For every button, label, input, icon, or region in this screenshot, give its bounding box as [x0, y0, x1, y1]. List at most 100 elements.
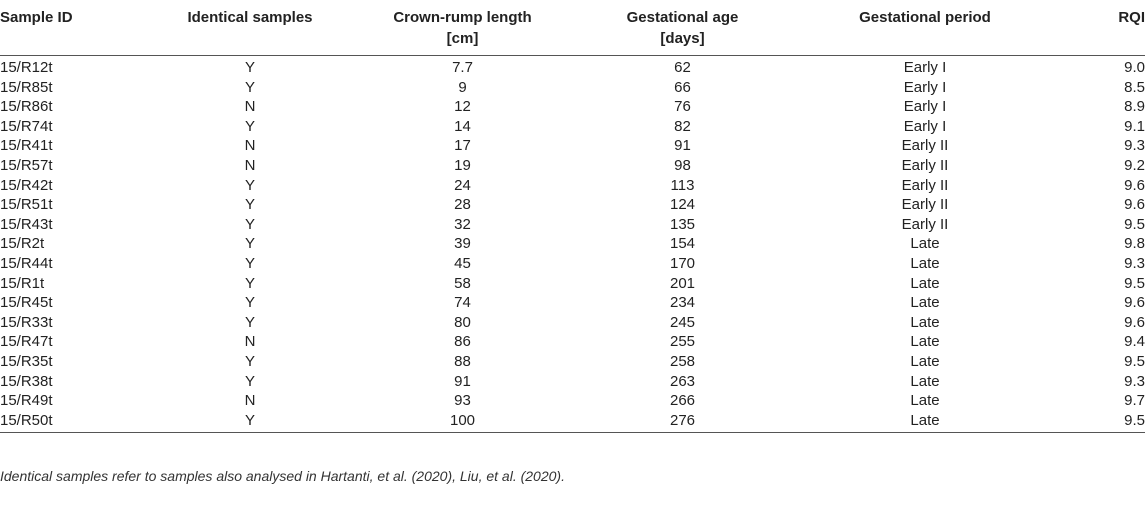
- cell-rqi: 9.5: [1060, 410, 1145, 434]
- cell-rqi: 8.9: [1124, 98, 1145, 116]
- cell-rqi: 9.6: [1124, 313, 1145, 331]
- cell-gestational-period: Late: [910, 235, 940, 253]
- header-rqi: RQI: [1060, 0, 1145, 56]
- cell-crown-rump-length: 86: [454, 333, 471, 351]
- cell-gestational-period: Late: [910, 352, 940, 370]
- cell-gestational-age: 170: [669, 254, 696, 272]
- cell-identical-samples: Y: [244, 117, 255, 135]
- cell-rqi: 9.2: [1124, 156, 1145, 174]
- table-row: 15/R57t N 19 98 Early II 9.2: [0, 156, 1145, 176]
- cell-gestational-age: 113: [670, 176, 695, 194]
- cell-rqi: 9.1: [1124, 117, 1145, 135]
- cell-identical-samples: Y: [244, 78, 255, 96]
- cell-sample-id: 15/R2t: [0, 235, 45, 253]
- cell-crown-rump-length: 88: [454, 352, 471, 370]
- cell-rqi: 9.3: [1124, 254, 1145, 272]
- cell-gestational-period: Early II: [901, 137, 949, 155]
- cell-rqi: 9.6: [1124, 294, 1145, 312]
- cell-identical-samples: Y: [244, 294, 255, 312]
- cell-identical-samples: N: [244, 137, 256, 155]
- cell-identical-samples: Y: [244, 196, 255, 214]
- cell-sample-id: 15/R42t: [0, 176, 53, 194]
- cell-identical-samples: Y: [244, 313, 255, 331]
- cell-rqi: 9.5: [1124, 274, 1145, 292]
- table-footnote: Identical samples refer to samples also …: [0, 468, 565, 484]
- table-row: 15/R44t Y 45 170 Late 9.3: [0, 254, 1145, 274]
- cell-sample-id: 15/R57t: [0, 156, 53, 174]
- cell-identical-samples: N: [244, 333, 256, 351]
- table-row: 15/R86t N 12 76 Early I 8.9: [0, 97, 1145, 117]
- cell-sample-id: 15/R33t: [0, 313, 53, 331]
- cell-sample-id: 15/R12t: [0, 59, 53, 76]
- cell-gestational-age: 201: [669, 274, 696, 292]
- table-row: 15/R74t Y 14 82 Early I 9.1: [0, 117, 1145, 137]
- table-body: 15/R12t Y 7.7 62 Early I 9.0 15/R85t Y 9 66 Early …: [0, 56, 1145, 434]
- samples-table-container: Sample ID Identical samples Crown-rump l…: [0, 0, 1145, 434]
- cell-sample-id: 15/R74t: [0, 117, 53, 135]
- cell-crown-rump-length: 9: [458, 78, 467, 96]
- cell-gestational-period: Late: [910, 294, 940, 312]
- cell-identical-samples: N: [244, 98, 256, 116]
- header-gestational-period: Gestational period: [790, 0, 1060, 56]
- cell-sample-id: 15/R86t: [0, 98, 53, 116]
- cell-sample-id: 15/R85t: [0, 78, 53, 96]
- cell-gestational-period: Late: [910, 372, 940, 390]
- cell-rqi: 8.5: [1124, 78, 1145, 96]
- cell-identical-samples: Y: [244, 372, 255, 390]
- table-row: 15/R42t Y 24 113 Early II 9.6: [0, 176, 1145, 196]
- cell-gestational-age: 98: [674, 156, 691, 174]
- cell-crown-rump-length: 91: [454, 372, 471, 390]
- cell-crown-rump-length: 58: [454, 274, 471, 292]
- cell-gestational-age: 255: [669, 333, 696, 351]
- table-header: Sample ID Identical samples Crown-rump l…: [0, 0, 1145, 56]
- table-row: 15/R35t Y 88 258 Late 9.5: [0, 352, 1145, 372]
- cell-crown-rump-length: 100: [350, 410, 575, 434]
- table-row: 15/R47t N 86 255 Late 9.4: [0, 332, 1145, 352]
- cell-crown-rump-length: 24: [454, 176, 471, 194]
- cell-gestational-age: 234: [669, 294, 696, 312]
- cell-gestational-period: Early II: [901, 215, 949, 233]
- table-row: 15/R12t Y 7.7 62 Early I 9.0: [0, 56, 1145, 78]
- table-row: 15/R2t Y 39 154 Late 9.8: [0, 234, 1145, 254]
- cell-rqi: 9.7: [1124, 392, 1145, 410]
- cell-sample-id: 15/R45t: [0, 294, 53, 312]
- cell-crown-rump-length: 14: [454, 117, 471, 135]
- table-row: 15/R45t Y 74 234 Late 9.6: [0, 293, 1145, 313]
- cell-gestational-age: 91: [674, 137, 691, 155]
- cell-crown-rump-length: 80: [454, 313, 471, 331]
- cell-gestational-age: 245: [669, 313, 696, 331]
- cell-identical-samples: Y: [244, 274, 255, 292]
- cell-rqi: 9.0: [1124, 59, 1145, 76]
- cell-identical-samples: Y: [244, 215, 255, 233]
- cell-identical-samples: Y: [244, 254, 255, 272]
- cell-identical-samples: Y: [244, 352, 255, 370]
- cell-gestational-age: 62: [674, 59, 691, 76]
- cell-gestational-age: 82: [674, 117, 691, 135]
- cell-sample-id: 15/R38t: [0, 372, 53, 390]
- cell-rqi: 9.6: [1124, 196, 1145, 214]
- table-row: 15/R43t Y 32 135 Early II 9.5: [0, 215, 1145, 235]
- cell-rqi: 9.8: [1124, 235, 1145, 253]
- cell-gestational-period: Early II: [901, 196, 949, 214]
- samples-table: Sample ID Identical samples Crown-rump l…: [0, 0, 1145, 434]
- cell-crown-rump-length: 28: [454, 196, 471, 214]
- cell-gestational-period: Late: [910, 313, 940, 331]
- table-row: 15/R50t Y 100 276 Late 9.5: [0, 410, 1145, 434]
- cell-sample-id: 15/R51t: [0, 196, 53, 214]
- cell-gestational-period: Early I: [903, 117, 947, 135]
- cell-gestational-age: 124: [669, 196, 696, 214]
- cell-identical-samples: N: [244, 392, 256, 410]
- cell-crown-rump-length: 17: [454, 137, 471, 155]
- cell-sample-id: 15/R43t: [0, 215, 53, 233]
- cell-gestational-period: Early I: [903, 59, 947, 76]
- cell-identical-samples: Y: [244, 235, 255, 253]
- header-crown-rump-length: Crown-rump length [cm]: [350, 0, 575, 56]
- cell-gestational-age: 276: [575, 410, 790, 434]
- cell-gestational-period: Late: [910, 392, 940, 410]
- cell-crown-rump-length: 39: [454, 235, 471, 253]
- cell-gestational-period: Early II: [901, 156, 949, 174]
- cell-rqi: 9.3: [1124, 372, 1145, 390]
- cell-gestational-age: 266: [669, 392, 696, 410]
- cell-rqi: 9.6: [1124, 176, 1145, 194]
- cell-identical-samples: N: [244, 156, 256, 174]
